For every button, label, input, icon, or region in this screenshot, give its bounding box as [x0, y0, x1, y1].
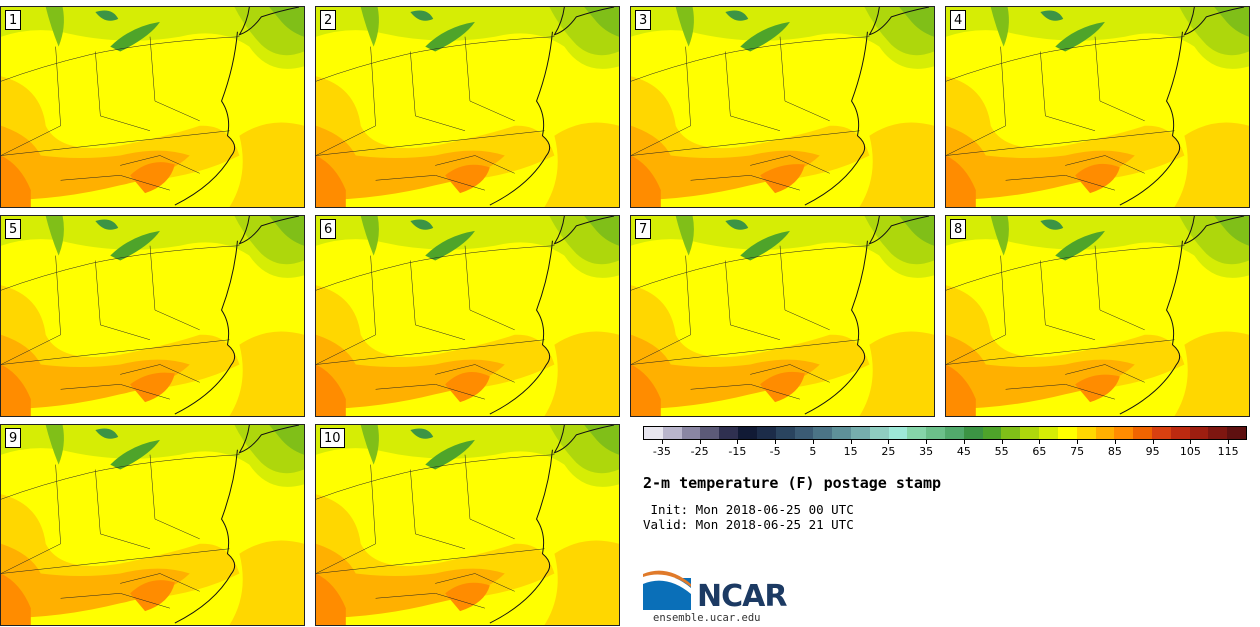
colorbar-swatch: [1020, 427, 1040, 439]
ensemble-member-map-5: 5: [0, 215, 305, 417]
colorbar-swatch: [756, 427, 776, 439]
colorbar-swatch: [1076, 427, 1096, 439]
colorbar-swatch: [869, 427, 889, 439]
colorbar-swatch: [926, 427, 945, 439]
member-label: 3: [635, 10, 652, 30]
colorbar-tick-label: 55: [994, 445, 1009, 458]
colorbar-ticks: -35 -25 -15 -5 5 15 25 35 45 55 65 75 85 95 105 115: [643, 440, 1247, 464]
ensemble-member-map-10: 10: [315, 424, 620, 626]
colorbar-swatch: [700, 427, 720, 439]
colorbar-tick: [737, 440, 739, 444]
colorbar-swatch: [775, 427, 795, 439]
colorbar-swatch: [907, 427, 927, 439]
figure-title: 2-m temperature (F) postage stamp: [643, 474, 942, 492]
colorbar-tick: [812, 440, 814, 444]
temperature-colorbar: [643, 426, 1247, 440]
member-label: 7: [635, 219, 652, 239]
colorbar-tick-label: 115: [1217, 445, 1239, 458]
colorbar-tick: [1077, 440, 1079, 444]
colorbar-swatch: [832, 427, 851, 439]
colorbar-swatch: [681, 427, 701, 439]
member-label: 5: [5, 219, 22, 239]
colorbar-swatch: [794, 427, 814, 439]
colorbar-tick-label: 85: [1107, 445, 1122, 458]
colorbar-tick: [1001, 440, 1003, 444]
colorbar-swatch: [850, 427, 870, 439]
colorbar-tick-label: -15: [728, 445, 747, 458]
colorbar-tick-label: 65: [1032, 445, 1047, 458]
colorbar-swatch: [982, 427, 1002, 439]
colorbar-tick-label: 95: [1145, 445, 1160, 458]
colorbar-tick: [1039, 440, 1041, 444]
member-label: 4: [950, 10, 967, 30]
ensemble-member-map-2: 2: [315, 6, 620, 208]
colorbar-tick: [926, 440, 928, 444]
member-label: 10: [320, 428, 345, 448]
colorbar-swatch: [1189, 427, 1209, 439]
colorbar-swatch: [963, 427, 983, 439]
colorbar-tick-label: 35: [919, 445, 934, 458]
colorbar-tick-label: -5: [769, 445, 781, 458]
ensemble-member-map-4: 4: [945, 6, 1250, 208]
init-time: Init: Mon 2018-06-25 00 UTC: [643, 502, 854, 517]
colorbar-swatch: [1208, 427, 1228, 439]
colorbar-swatch: [1151, 427, 1171, 439]
colorbar-swatch: [1170, 427, 1190, 439]
member-label: 8: [950, 219, 967, 239]
valid-time: Valid: Mon 2018-06-25 21 UTC: [643, 517, 854, 532]
colorbar-swatch: [738, 427, 757, 439]
colorbar-swatch: [1057, 427, 1077, 439]
colorbar-swatch: [1095, 427, 1115, 439]
colorbar-tick: [699, 440, 701, 444]
colorbar-swatch: [662, 427, 682, 439]
colorbar-swatch: [1039, 427, 1058, 439]
colorbar-swatch: [813, 427, 833, 439]
colorbar-tick: [850, 440, 852, 444]
member-label: 6: [320, 219, 337, 239]
ncar-logo-text: NCAR: [697, 579, 787, 614]
colorbar-swatch: [1133, 427, 1152, 439]
ensemble-member-map-3: 3: [630, 6, 935, 208]
colorbar-swatch: [888, 427, 908, 439]
colorbar-tick: [661, 440, 663, 444]
colorbar-tick-label: 5: [809, 445, 817, 458]
colorbar-tick-label: 75: [1070, 445, 1085, 458]
colorbar-tick-label: 45: [956, 445, 971, 458]
member-label: 1: [5, 10, 22, 30]
colorbar-swatch: [719, 427, 739, 439]
ensemble-member-map-6: 6: [315, 215, 620, 417]
colorbar-tick-label: 105: [1179, 445, 1201, 458]
colorbar-swatch: [644, 427, 663, 439]
colorbar-tick: [1190, 440, 1192, 444]
colorbar-tick-label: 25: [881, 445, 896, 458]
colorbar-tick-label: -25: [690, 445, 709, 458]
colorbar-tick: [1114, 440, 1116, 444]
site-url: ensemble.ucar.edu: [653, 612, 761, 624]
colorbar-tick-label: -35: [652, 445, 671, 458]
colorbar-swatch: [945, 427, 964, 439]
colorbar-tick: [1152, 440, 1154, 444]
colorbar-tick-label: 15: [843, 445, 858, 458]
colorbar-tick: [888, 440, 890, 444]
member-label: 2: [320, 10, 337, 30]
colorbar-swatch: [1001, 427, 1021, 439]
colorbar-tick: [963, 440, 965, 444]
colorbar-swatch: [1114, 427, 1134, 439]
colorbar-tick: [1228, 440, 1230, 444]
ensemble-member-map-9: 9: [0, 424, 305, 626]
colorbar-swatch: [1227, 427, 1246, 439]
ensemble-member-map-8: 8: [945, 215, 1250, 417]
colorbar-tick: [775, 440, 777, 444]
ncar-logo-icon: [643, 570, 691, 610]
ensemble-member-map-7: 7: [630, 215, 935, 417]
ensemble-member-map-1: 1: [0, 6, 305, 208]
member-label: 9: [5, 428, 22, 448]
